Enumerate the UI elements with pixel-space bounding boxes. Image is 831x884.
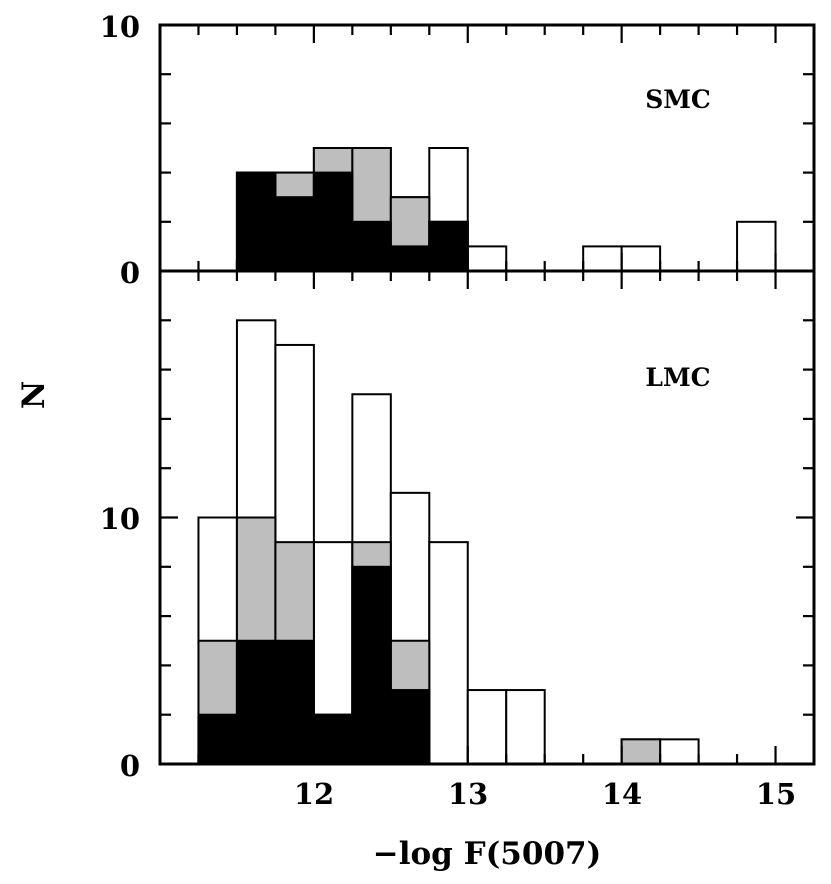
smc-bar-black-0	[235, 171, 277, 273]
smc-ytick-label-0: 0	[120, 256, 140, 290]
y-axis-title: N	[16, 381, 52, 409]
smc-bar-black-1	[274, 196, 315, 272]
lmc-bar-total-6	[428, 541, 469, 766]
lmc-panel-label: LMC	[645, 363, 710, 392]
lmc-bar-black-4	[351, 565, 392, 765]
axis-ticks	[160, 23, 814, 766]
lmc-bar-total-8	[505, 689, 546, 765]
lmc-histogram	[197, 319, 700, 766]
smc-bar-black-4	[389, 245, 431, 272]
lmc-bar-black-3	[312, 713, 354, 766]
lmc-panel-border	[158, 269, 816, 766]
smc-panel-label: SMC	[645, 85, 711, 114]
smc-bar-black-2	[312, 171, 354, 273]
lmc-bar-black-1	[235, 639, 277, 765]
lmc-bar-black-5	[389, 689, 431, 765]
lmc-bar-total-7	[466, 689, 508, 765]
smc-ytick-label-10: 10	[100, 10, 140, 44]
lmc-bar-gray-9	[620, 738, 662, 765]
smc-bar-total-8	[620, 245, 662, 272]
lmc-bar-black-0	[197, 713, 238, 766]
lmc-bar-total-10	[659, 738, 700, 765]
smc-histogram	[235, 147, 777, 273]
smc-bar-total-9	[736, 220, 777, 273]
xtick-label-15: 15	[756, 777, 796, 811]
xtick-label-13: 13	[448, 777, 488, 811]
smc-bar-black-5	[428, 220, 469, 273]
xtick-label-14: 14	[602, 777, 642, 811]
xtick-label-12: 12	[294, 777, 334, 811]
smc-bar-total-7	[582, 245, 623, 272]
x-axis-title: −log F(5007)	[373, 836, 602, 872]
lmc-ytick-label-0: 0	[120, 749, 140, 783]
lmc-ytick-label-10: 10	[100, 502, 140, 536]
smc-bar-total-6	[466, 245, 508, 272]
smc-bar-black-3	[351, 220, 392, 273]
lmc-bar-black-2	[274, 639, 315, 765]
